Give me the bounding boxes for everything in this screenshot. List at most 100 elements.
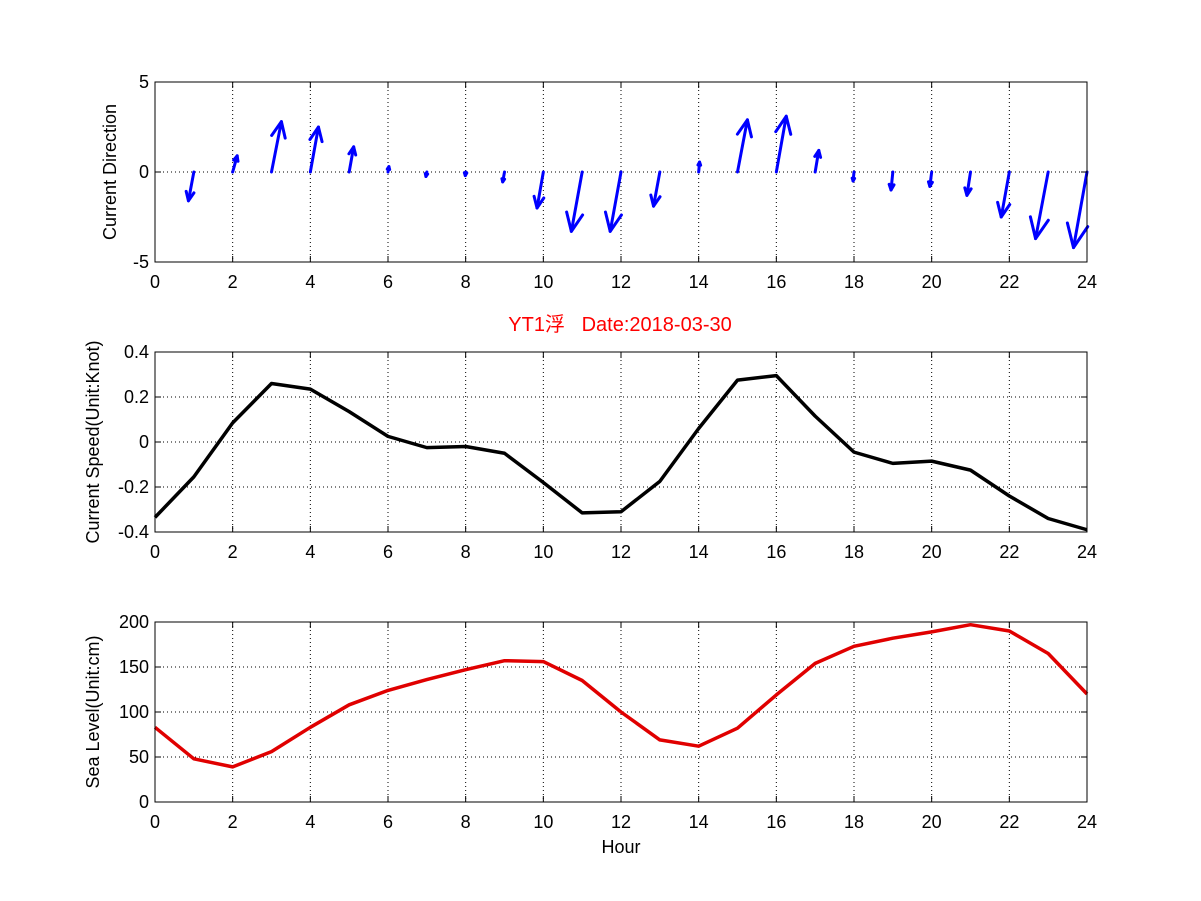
speed-ylabel: Current Speed(Unit:Knot)	[83, 340, 103, 543]
direction-arrow-head	[1028, 215, 1050, 241]
speed-ytick-label: 0.2	[124, 387, 149, 407]
direction-arrow	[696, 160, 703, 174]
direction-xtick-label: 0	[150, 272, 160, 292]
direction-arrow	[308, 125, 324, 174]
direction-xtick-label: 6	[383, 272, 393, 292]
speed-xtick-label: 2	[228, 542, 238, 562]
direction-ylabel: Current Direction	[100, 104, 120, 240]
direction-arrow-shaft	[186, 170, 196, 203]
direction-arrow	[347, 145, 358, 174]
direction-arrow	[649, 170, 662, 208]
direction-xtick-label: 14	[689, 272, 709, 292]
direction-arrow-shaft	[569, 170, 584, 233]
direction-arrow-head	[996, 200, 1012, 219]
direction-arrow-shaft	[270, 120, 283, 174]
speed-ytick-label: 0.4	[124, 342, 149, 362]
direction-arrow-shaft	[736, 118, 749, 174]
direction-arrow-head	[270, 120, 287, 140]
sea-level-xtick-label: 10	[533, 812, 553, 832]
direction-arrow-shaft	[535, 170, 545, 210]
direction-arrow	[270, 120, 287, 174]
direction-xtick-label: 24	[1077, 272, 1097, 292]
direction-xtick-label: 2	[228, 272, 238, 292]
speed-xtick-label: 18	[844, 542, 864, 562]
direction-xtick-label: 4	[305, 272, 315, 292]
sea-level-ytick-label: 200	[119, 612, 149, 632]
direction-arrow-head	[347, 145, 358, 157]
direction-arrow-shaft	[347, 145, 356, 174]
direction-arrow-head	[926, 180, 934, 188]
sea-level-xtick-label: 18	[844, 812, 864, 832]
sea-level-xtick-label: 2	[228, 812, 238, 832]
direction-arrow-head	[850, 176, 857, 183]
sea-level-xtick-label: 4	[305, 812, 315, 832]
sea-level-ytick-label: 100	[119, 702, 149, 722]
direction-arrow	[603, 170, 623, 233]
direction-arrow	[385, 165, 392, 174]
direction-arrow-head	[462, 171, 469, 178]
direction-arrow-head	[184, 189, 196, 203]
sea-level-series-line	[153, 622, 1089, 769]
sea-level-xtick-label: 22	[999, 812, 1019, 832]
speed-ytick-label: -0.4	[118, 522, 149, 542]
direction-arrow-head	[565, 210, 585, 233]
direction-xtick-label: 12	[611, 272, 631, 292]
direction-arrow-head	[963, 186, 973, 197]
direction-arrow-head	[308, 125, 324, 144]
direction-arrow-head	[1065, 221, 1090, 250]
direction-arrow	[1065, 170, 1090, 250]
direction-xtick-label: 20	[922, 272, 942, 292]
sea-level-xtick-label: 6	[383, 812, 393, 832]
speed-series-line	[153, 373, 1088, 532]
direction-xtick-label: 8	[461, 272, 471, 292]
sea-level-ytick-label: 150	[119, 657, 149, 677]
figure-title: YT1浮 Date:2018-03-30	[508, 313, 731, 336]
direction-arrow-shaft	[608, 170, 623, 233]
direction-arrow-shaft	[999, 170, 1011, 219]
direction-arrow-head	[813, 148, 823, 159]
direction-arrow	[850, 170, 857, 183]
sea-level-xtick-label: 8	[461, 812, 471, 832]
direction-arrow-shaft	[652, 170, 662, 208]
speed-xtick-label: 4	[305, 542, 315, 562]
direction-arrow-head	[232, 154, 240, 163]
sea-level-xtick-label: 16	[766, 812, 786, 832]
direction-arrow	[813, 148, 823, 174]
direction-arrow-head	[385, 165, 392, 172]
direction-arrow	[462, 170, 469, 178]
direction-arrow	[887, 170, 896, 192]
direction-arrow	[231, 154, 240, 174]
direction-xtick-label: 18	[844, 272, 864, 292]
speed-xtick-label: 14	[689, 542, 709, 562]
direction-arrow-shaft	[774, 114, 788, 174]
direction-ytick-label: 0	[139, 162, 149, 182]
direction-arrow-head	[423, 172, 430, 178]
direction-arrow	[532, 170, 546, 210]
sea-level-plot-area	[153, 622, 1089, 769]
direction-arrow-head	[887, 182, 896, 192]
direction-ytick-label: 5	[139, 72, 149, 92]
direction-plot-area	[184, 114, 1090, 250]
direction-arrow	[184, 170, 196, 203]
direction-arrow-shaft	[308, 125, 320, 174]
direction-arrow-head	[532, 194, 546, 210]
direction-arrow	[735, 118, 753, 174]
direction-arrow-shaft	[965, 170, 972, 197]
sea-level-xtick-label: 24	[1077, 812, 1097, 832]
speed-xtick-label: 12	[611, 542, 631, 562]
speed-xtick-label: 10	[533, 542, 553, 562]
direction-arrow	[963, 170, 973, 197]
speed-xtick-label: 8	[461, 542, 471, 562]
direction-arrow-shaft	[1072, 170, 1089, 250]
direction-xtick-label: 22	[999, 272, 1019, 292]
speed-xtick-label: 22	[999, 542, 1019, 562]
direction-arrow-head	[603, 210, 623, 233]
sea-level-ytick-label: 50	[129, 747, 149, 767]
speed-xtick-label: 6	[383, 542, 393, 562]
current-speed-line-panel: 0 2 4 6 8 10 12 14 16 18 20 22 24-0.4-0.200.20.4Curr…	[83, 340, 1097, 562]
direction-arrow	[774, 114, 793, 174]
speed-xtick-label: 0	[150, 542, 160, 562]
speed-xtick-label: 16	[766, 542, 786, 562]
